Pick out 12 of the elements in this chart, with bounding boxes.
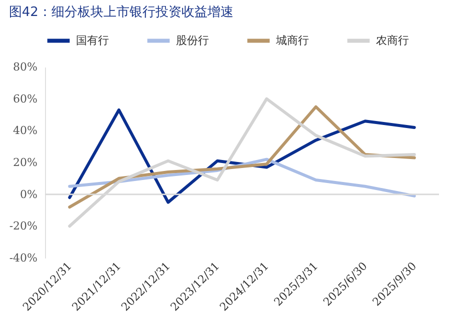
y-tick-label: 20% xyxy=(13,156,38,169)
y-tick-label: 40% xyxy=(13,124,38,138)
chart-title: 图42：细分板块上市银行投资收益增速 xyxy=(8,5,234,20)
legend-label: 国有行 xyxy=(76,34,109,47)
y-tick-label: 80% xyxy=(13,60,38,74)
y-tick-label: -40% xyxy=(9,252,38,264)
legend-label: 股份行 xyxy=(176,34,209,47)
y-tick-label: -20% xyxy=(9,220,38,233)
y-tick-label: 60% xyxy=(13,92,38,106)
legend-label: 农商行 xyxy=(376,34,409,47)
legend-label: 城商行 xyxy=(275,34,309,47)
y-tick-label: 0% xyxy=(20,188,38,201)
